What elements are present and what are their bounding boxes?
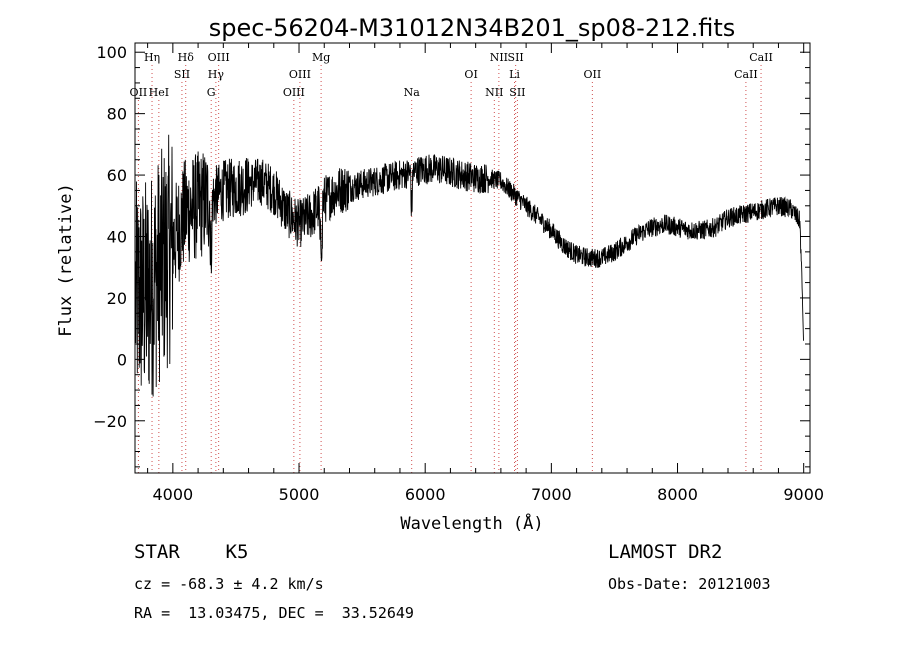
y-tick-label: 80 [107,105,127,124]
x-axis-ticks: 4000 5000 6000 7000 8000 9000 [147,43,824,504]
spectral-line-label: Hη [144,51,160,64]
y-tick-label: 20 [107,289,127,308]
y-tick-label: −20 [93,412,127,431]
spectrum-line [135,134,804,397]
spectral-line-label: SII [508,51,524,64]
observation-date: Obs-Date: 20121003 [608,575,771,593]
x-tick-label: 6000 [405,485,446,504]
spectral-line-label: HeI [149,86,169,99]
spectral-line-label: G [207,86,216,99]
spectral-line-label: Na [404,86,421,99]
coordinates: RA = 13.03475, DEC = 33.52649 [134,604,414,622]
spectral-line-label: Li [509,68,520,81]
y-axis-label: Flux (relative) [56,183,76,337]
spectral-line-label: SII [174,68,190,81]
x-tick-label: 5000 [279,485,320,504]
spectral-line-label: OII [130,86,148,99]
spectral-line-label: OIII [208,51,230,64]
spectral-line-label: CaII [734,68,758,81]
chart-title: spec-56204-M31012N34B201_sp08-212.fits [209,14,736,42]
y-tick-label: 40 [107,228,127,247]
spectral-line-label: NII [490,51,508,64]
y-tick-label: 100 [96,43,127,62]
spectral-line-markers [137,65,762,473]
spectral-line-label: Mg [312,51,330,64]
spectral-line-label: NII [485,86,503,99]
spectral-line-label: CaII [749,51,773,64]
spectral-line-label: OIII [283,86,305,99]
redshift-velocity: cz = -68.3 ± 4.2 km/s [134,575,324,593]
y-tick-label: 60 [107,166,127,185]
spectral-line-label: SII [509,86,525,99]
x-axis-label: Wavelength (Å) [400,512,543,534]
spectral-line-label: Hδ [178,51,195,64]
spectral-line-label: OII [584,68,602,81]
x-tick-label: 4000 [152,485,193,504]
spectral-line-label: OIII [289,68,311,81]
survey-name: LAMOST DR2 [608,541,723,563]
x-tick-label: 7000 [531,485,572,504]
spectral-line-label: Hγ [208,68,225,81]
y-axis-ticks: −20 0 20 40 60 80 100 [93,43,810,468]
x-tick-label: 8000 [657,485,698,504]
spectral-line-label: OI [464,68,477,81]
object-class: STAR K5 [134,541,249,563]
x-tick-label: 9000 [783,485,824,504]
plot-frame [134,42,811,474]
y-tick-label: 0 [117,350,127,369]
